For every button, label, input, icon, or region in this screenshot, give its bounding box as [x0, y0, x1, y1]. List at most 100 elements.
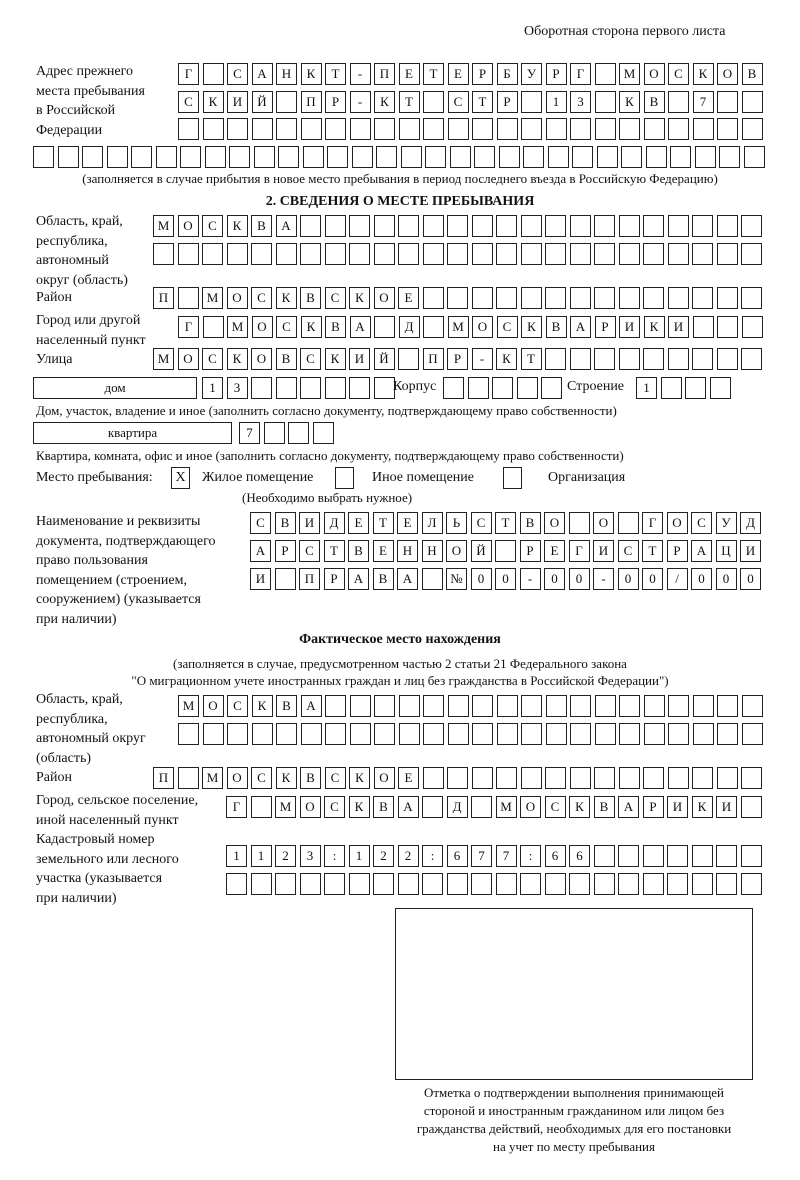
- char-cell[interactable]: [594, 348, 615, 370]
- char-cell[interactable]: Р: [274, 540, 296, 562]
- char-cell[interactable]: [275, 873, 296, 895]
- char-cell[interactable]: [251, 118, 273, 140]
- char-cell[interactable]: 3: [299, 845, 321, 867]
- char-cell[interactable]: [397, 873, 419, 895]
- char-cell[interactable]: [716, 287, 738, 309]
- char-cell[interactable]: М: [227, 316, 248, 338]
- char-cell[interactable]: [660, 377, 682, 399]
- char-cell[interactable]: С: [178, 91, 199, 113]
- char-cell[interactable]: [692, 243, 713, 265]
- char-cell[interactable]: К: [202, 91, 224, 113]
- char-cell[interactable]: О: [544, 512, 565, 534]
- char-cell[interactable]: К: [349, 767, 370, 789]
- char-cell[interactable]: М: [447, 316, 469, 338]
- char-cell[interactable]: [594, 695, 616, 717]
- char-cell[interactable]: [300, 215, 321, 237]
- char-cell[interactable]: [521, 695, 542, 717]
- char-cell[interactable]: [422, 243, 444, 265]
- char-cell[interactable]: Р: [545, 63, 567, 85]
- char-cell[interactable]: 7: [471, 845, 492, 867]
- char-cell[interactable]: [423, 316, 444, 338]
- char-cell[interactable]: [498, 146, 520, 168]
- char-cell[interactable]: 1: [636, 377, 657, 399]
- char-cell[interactable]: [57, 146, 79, 168]
- char-cell[interactable]: [741, 723, 763, 745]
- char-cell[interactable]: [667, 215, 689, 237]
- char-cell[interactable]: [324, 215, 346, 237]
- char-cell[interactable]: [741, 91, 763, 113]
- char-cell[interactable]: [570, 695, 591, 717]
- char-cell[interactable]: Г: [570, 63, 591, 85]
- char-cell[interactable]: [618, 845, 639, 867]
- char-cell[interactable]: [300, 243, 321, 265]
- char-cell[interactable]: [349, 118, 371, 140]
- char-cell[interactable]: Ц: [715, 540, 737, 562]
- char-cell[interactable]: [324, 873, 345, 895]
- char-cell[interactable]: [569, 873, 590, 895]
- char-cell[interactable]: 3: [570, 91, 591, 113]
- char-cell[interactable]: И: [227, 91, 248, 113]
- char-cell[interactable]: А: [251, 63, 273, 85]
- char-cell[interactable]: №: [446, 568, 467, 590]
- char-cell[interactable]: [398, 243, 419, 265]
- char-cell[interactable]: [349, 695, 371, 717]
- char-cell[interactable]: [643, 287, 664, 309]
- char-cell[interactable]: К: [226, 348, 248, 370]
- char-cell[interactable]: [274, 568, 296, 590]
- char-cell[interactable]: [348, 873, 370, 895]
- char-cell[interactable]: Т: [472, 91, 493, 113]
- char-cell[interactable]: С: [300, 348, 321, 370]
- char-cell[interactable]: [349, 243, 370, 265]
- char-cell[interactable]: О: [373, 767, 395, 789]
- char-cell[interactable]: [472, 118, 493, 140]
- char-cell[interactable]: [325, 723, 346, 745]
- char-cell[interactable]: Р: [472, 63, 493, 85]
- char-cell[interactable]: [229, 146, 250, 168]
- char-cell[interactable]: [545, 767, 566, 789]
- char-cell[interactable]: [618, 873, 639, 895]
- char-cell[interactable]: [740, 873, 762, 895]
- char-cell[interactable]: [471, 243, 493, 265]
- char-cell[interactable]: [685, 377, 706, 399]
- char-cell[interactable]: [692, 118, 714, 140]
- char-cell[interactable]: Т: [495, 512, 516, 534]
- char-cell[interactable]: [691, 873, 713, 895]
- char-cell[interactable]: О: [226, 287, 248, 309]
- char-cell[interactable]: [594, 63, 616, 85]
- char-cell[interactable]: [516, 377, 538, 399]
- char-cell[interactable]: С: [202, 215, 223, 237]
- char-cell[interactable]: [670, 146, 691, 168]
- char-cell[interactable]: М: [495, 796, 517, 818]
- char-cell[interactable]: Т: [423, 63, 444, 85]
- char-cell[interactable]: [447, 695, 469, 717]
- char-cell[interactable]: К: [349, 287, 370, 309]
- char-cell[interactable]: К: [692, 63, 714, 85]
- char-cell[interactable]: [496, 767, 517, 789]
- char-cell[interactable]: [692, 215, 713, 237]
- char-cell[interactable]: [572, 146, 593, 168]
- char-cell[interactable]: [692, 695, 714, 717]
- char-cell[interactable]: В: [275, 348, 297, 370]
- char-cell[interactable]: [471, 796, 492, 818]
- char-cell[interactable]: [619, 118, 640, 140]
- char-cell[interactable]: О: [251, 348, 272, 370]
- char-cell[interactable]: [594, 767, 615, 789]
- char-cell[interactable]: [618, 348, 640, 370]
- char-cell[interactable]: [544, 873, 566, 895]
- char-cell[interactable]: :: [520, 845, 541, 867]
- char-cell[interactable]: [276, 91, 297, 113]
- char-cell[interactable]: Г: [178, 63, 199, 85]
- previous-address-row-4[interactable]: [33, 146, 768, 168]
- char-cell[interactable]: [740, 845, 762, 867]
- char-cell[interactable]: 1: [545, 91, 567, 113]
- char-cell[interactable]: [569, 215, 591, 237]
- char-cell[interactable]: О: [643, 63, 665, 85]
- char-cell[interactable]: К: [226, 215, 248, 237]
- char-cell[interactable]: В: [519, 512, 541, 534]
- char-cell[interactable]: С: [691, 512, 712, 534]
- char-cell[interactable]: О: [177, 348, 199, 370]
